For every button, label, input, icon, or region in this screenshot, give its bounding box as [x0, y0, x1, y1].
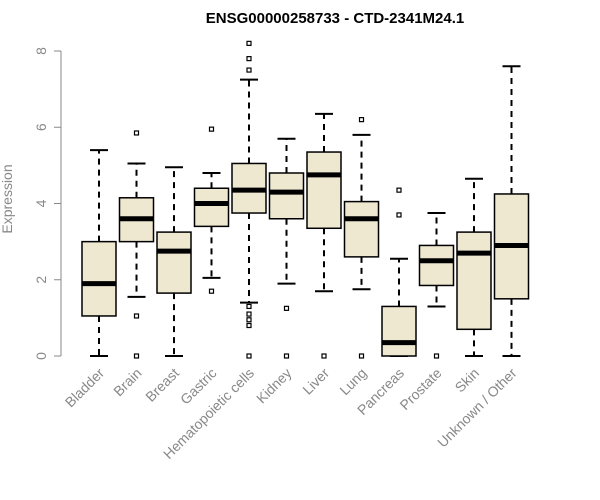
box-lung	[343, 117, 380, 359]
box-breast	[156, 166, 192, 357]
x-category-label: Bladder	[62, 365, 108, 411]
x-category-label: Kidney	[253, 365, 295, 407]
iqr-box	[193, 187, 230, 228]
outlier-point	[321, 353, 327, 359]
outlier-point	[246, 40, 252, 46]
iqr-box	[268, 172, 305, 220]
outlier-point	[246, 322, 252, 329]
x-category-label: Liver	[299, 365, 332, 398]
box-kidney	[268, 137, 305, 359]
outlier-point	[246, 317, 252, 323]
chart-title: ENSG00000258733 - CTD-2341M24.1	[206, 10, 465, 27]
outlier-point	[246, 67, 252, 73]
iqr-box	[81, 240, 117, 317]
x-category-label: Skin	[452, 365, 483, 396]
iqr-box	[156, 231, 192, 294]
x-category-label: Breast	[142, 365, 182, 405]
box-liver	[306, 112, 342, 359]
box-gastric	[193, 126, 230, 294]
box-unknown-other	[493, 65, 530, 357]
outlier-point	[133, 130, 140, 136]
outlier-point	[358, 353, 365, 359]
y-tick-label: 4	[33, 199, 49, 207]
box-brain	[118, 130, 155, 359]
x-category-label: Lung	[336, 365, 369, 398]
box-prostate	[418, 212, 455, 359]
box-hematopoietic-cells	[231, 40, 267, 359]
iqr-box	[306, 151, 342, 230]
box-pancreas	[381, 187, 417, 357]
outlier-point	[283, 353, 290, 359]
outlier-point	[246, 311, 252, 317]
outlier-point	[208, 126, 215, 132]
iqr-box	[343, 200, 380, 258]
y-tick-label: 2	[33, 276, 49, 284]
iqr-box	[381, 305, 417, 357]
outlier-point	[246, 56, 252, 62]
y-tick-label: 0	[33, 352, 49, 360]
outlier-point	[396, 187, 402, 193]
y-axis: 0 2 4 6 8	[33, 47, 62, 360]
outlier-point	[283, 305, 290, 311]
iqr-box	[456, 231, 492, 331]
boxes-group	[81, 40, 530, 359]
y-axis-label: Expression	[0, 164, 15, 233]
outlier-point	[433, 353, 440, 359]
x-category-label: Brain	[110, 365, 144, 399]
outlier-point	[208, 288, 215, 294]
box-skin	[456, 177, 492, 357]
outlier-point	[246, 353, 252, 359]
outlier-point	[396, 212, 402, 218]
box-bladder	[81, 149, 117, 357]
outlier-point	[133, 353, 140, 359]
outlier-point	[133, 313, 140, 319]
y-tick-label: 6	[33, 123, 49, 131]
outlier-point	[358, 117, 365, 123]
x-category-label: Prostate	[396, 365, 444, 413]
y-tick-label: 8	[33, 47, 49, 55]
iqr-box	[418, 244, 455, 287]
outlier-point	[246, 303, 252, 310]
